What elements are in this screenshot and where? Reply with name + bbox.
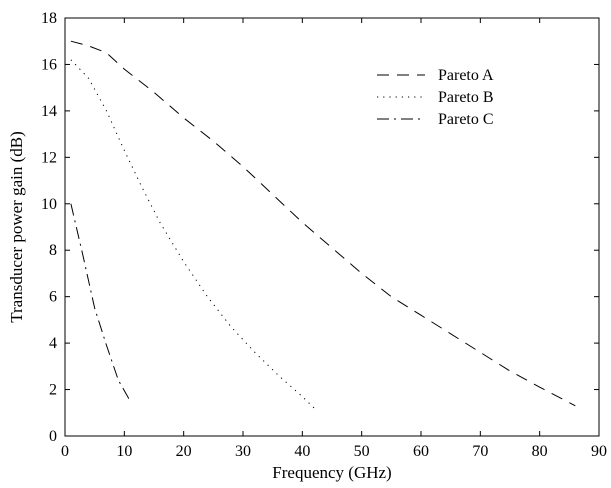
y-tick-label: 8 — [49, 242, 57, 259]
legend-label: Pareto B — [438, 89, 494, 106]
axis-ticks: 0 10 20 30 40 50 60 70 80 90 0 2 4 6 8 10 12 14 16 18 — [41, 10, 607, 460]
y-tick-label: 2 — [49, 382, 57, 399]
x-tick-label: 80 — [532, 443, 548, 460]
x-axis-label: Frequency (GHz) — [272, 463, 391, 482]
legend: Pareto A Pareto B Pareto C — [377, 67, 494, 128]
series-line-pareto-c — [70, 203, 131, 402]
x-tick-label: 50 — [354, 443, 370, 460]
legend-label: Pareto C — [438, 111, 494, 128]
x-tick-label: 0 — [61, 443, 69, 460]
x-tick-label: 40 — [294, 443, 310, 460]
x-tick-label: 20 — [176, 443, 192, 460]
legend-label: Pareto A — [438, 67, 494, 84]
x-tick-label: 30 — [235, 443, 251, 460]
x-tick-label: 60 — [413, 443, 429, 460]
y-axis-label: Transducer power gain (dB) — [7, 131, 26, 323]
y-tick-label: 10 — [41, 196, 57, 213]
x-tick-label: 10 — [116, 443, 132, 460]
y-tick-label: 14 — [41, 103, 57, 120]
y-tick-label: 12 — [41, 149, 57, 166]
y-tick-label: 18 — [41, 10, 57, 27]
series-line-pareto-a — [70, 40, 576, 407]
y-tick-label: 4 — [49, 335, 57, 352]
y-tick-label: 0 — [49, 428, 57, 445]
plot-frame — [64, 17, 600, 437]
series-line-pareto-b — [70, 59, 315, 409]
series-layer — [70, 40, 576, 409]
y-tick-label: 6 — [49, 289, 57, 306]
x-tick-label: 90 — [591, 443, 607, 460]
x-tick-label: 70 — [472, 443, 488, 460]
y-tick-label: 16 — [41, 56, 57, 73]
